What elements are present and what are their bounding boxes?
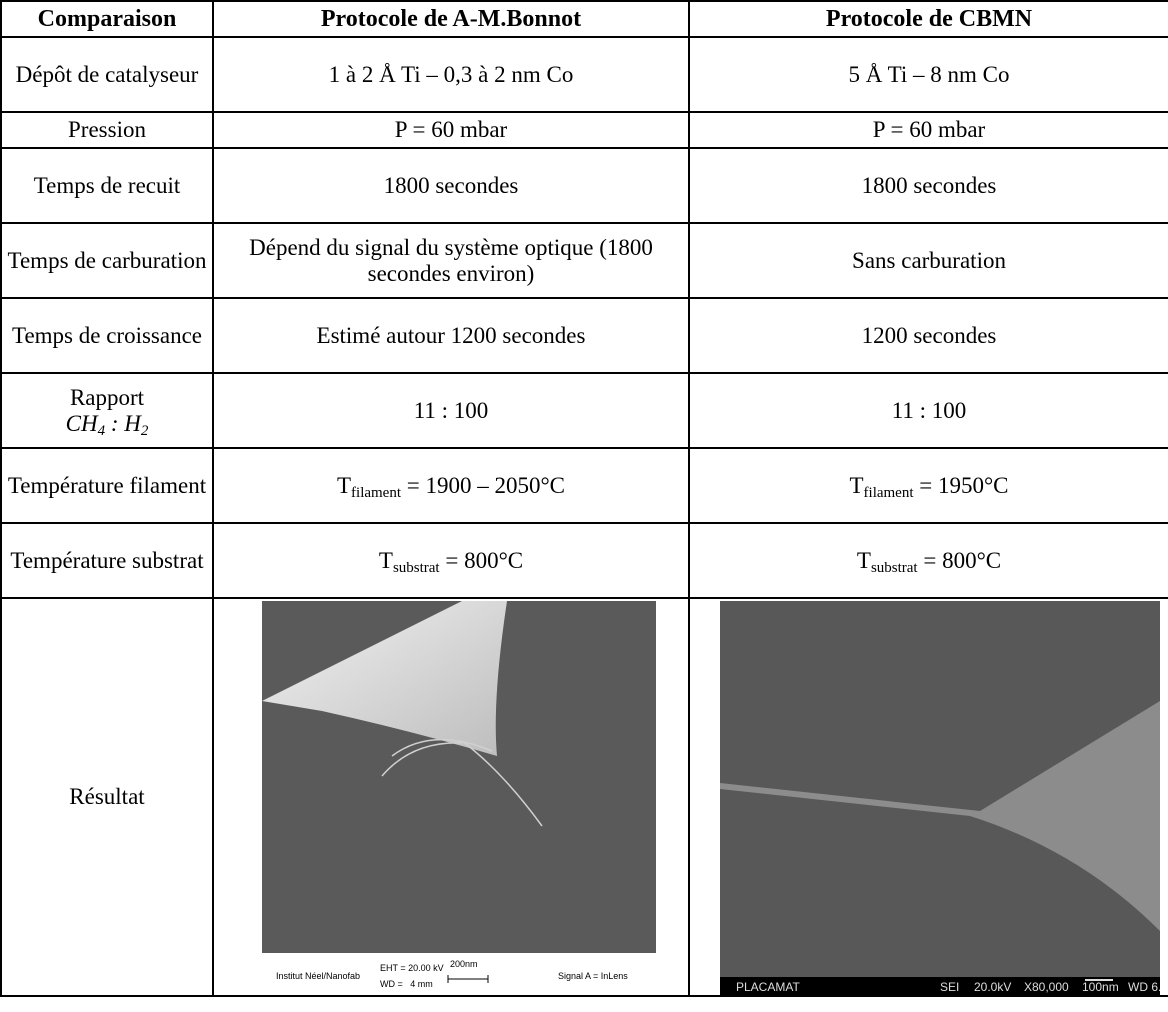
image-caption: SEI <box>940 980 959 994</box>
header-cell: Comparaison <box>0 0 214 38</box>
image-caption: EHT = 20.00 kV <box>380 963 444 973</box>
sem-image-left: Institut Néel/Nanofab EHT = 20.00 kV WD … <box>262 601 656 995</box>
formula-part: 2 <box>140 422 149 439</box>
value-cell: Tfilament = 1900 – 2050°C <box>212 447 690 524</box>
value-cell: 1200 secondes <box>688 297 1168 374</box>
label-text: Rapport <box>69 384 145 410</box>
table-row: Température substrat Tsubstrat = 800°C Tsu… <box>0 522 1168 599</box>
header-cell: Protocole de A-M.Bonnot <box>212 0 690 38</box>
image-caption: WD 6. <box>1128 980 1160 994</box>
formula: CH4 : H2 <box>65 410 149 439</box>
sem-image-right: PLACAMAT SEI 20.0kV X80,000 100nm WD 6. <box>720 601 1160 995</box>
image-caption: Signal A = InLens <box>558 971 628 981</box>
table-row: Temps de croissance Estimé autour 1200 se… <box>0 297 1168 374</box>
image-caption: 100nm <box>1082 980 1119 994</box>
value-cell: 11 : 100 <box>688 372 1168 449</box>
result-row: Résultat Institut Néel/Nanofab EHT = 20.… <box>0 597 1168 997</box>
table-body: Dépôt de catalyseur 1 à 2 Å Ti – 0,3 à 2 … <box>0 36 1168 599</box>
value-text: = 1900 – 2050°C <box>401 472 566 498</box>
value-text: = 800°C <box>439 547 524 573</box>
formula-part: 4 <box>97 422 106 439</box>
image-caption: WD = 4 mm <box>380 979 433 989</box>
row-label: Temps de carburation <box>0 222 214 299</box>
row-label: Température substrat <box>0 522 214 599</box>
row-label: Dépôt de catalyseur <box>0 36 214 113</box>
row-label: Résultat <box>0 597 214 997</box>
symbol: T <box>378 547 393 573</box>
subscript: filament <box>351 484 402 501</box>
table-row: Temps de carburation Dépend du signal du … <box>0 222 1168 299</box>
value-text: = 800°C <box>917 547 1002 573</box>
formula-part: : H <box>105 410 141 436</box>
value-cell: 11 : 100 <box>212 372 690 449</box>
header-row: Comparaison Protocole de A-M.Bonnot Prot… <box>0 0 1168 38</box>
subscript: substrat <box>870 559 918 576</box>
row-label: Temps de recuit <box>0 147 214 224</box>
row-label: Rapport CH4 : H2 <box>0 372 214 449</box>
header-cell: Protocole de CBMN <box>688 0 1168 38</box>
table-row: Température filament Tfilament = 1900 – 2… <box>0 447 1168 524</box>
image-cell: PLACAMAT SEI 20.0kV X80,000 100nm WD 6. <box>688 597 1168 997</box>
value-cell: Dépend du signal du système optique (180… <box>212 222 690 299</box>
value-cell: Tsubstrat = 800°C <box>212 522 690 599</box>
image-caption: X80,000 <box>1024 980 1069 994</box>
image-caption: Institut Néel/Nanofab <box>276 971 360 981</box>
symbol: T <box>856 547 871 573</box>
row-label: Temps de croissance <box>0 297 214 374</box>
formula-part: CH <box>65 410 98 436</box>
value-cell: Tsubstrat = 800°C <box>688 522 1168 599</box>
image-cell: Institut Néel/Nanofab EHT = 20.00 kV WD … <box>212 597 690 997</box>
symbol: T <box>849 472 864 498</box>
value-cell: Tfilament = 1950°C <box>688 447 1168 524</box>
subscript: filament <box>863 484 914 501</box>
table-row: Rapport CH4 : H2 11 : 100 11 : 100 <box>0 372 1168 449</box>
value-cell: Estimé autour 1200 secondes <box>212 297 690 374</box>
symbol: T <box>336 472 352 498</box>
value-cell: P = 60 mbar <box>212 111 690 149</box>
image-caption: 20.0kV <box>974 980 1011 994</box>
image-caption: PLACAMAT <box>736 980 800 994</box>
table-row: Pression P = 60 mbar P = 60 mbar <box>0 111 1168 149</box>
value-cell: 5 Å Ti – 8 nm Co <box>688 36 1168 113</box>
row-label: Température filament <box>0 447 214 524</box>
table-row: Dépôt de catalyseur 1 à 2 Å Ti – 0,3 à 2 … <box>0 36 1168 113</box>
value-text: = 1950°C <box>913 472 1009 498</box>
value-cell: P = 60 mbar <box>688 111 1168 149</box>
value-cell: 1800 secondes <box>688 147 1168 224</box>
value-cell: 1 à 2 Å Ti – 0,3 à 2 nm Co <box>212 36 690 113</box>
value-cell: 1800 secondes <box>212 147 690 224</box>
row-label: Pression <box>0 111 214 149</box>
table-row: Temps de recuit 1800 secondes 1800 seconde… <box>0 147 1168 224</box>
value-cell: Sans carburation <box>688 222 1168 299</box>
subscript: substrat <box>392 559 440 576</box>
image-caption: 200nm <box>450 959 478 969</box>
